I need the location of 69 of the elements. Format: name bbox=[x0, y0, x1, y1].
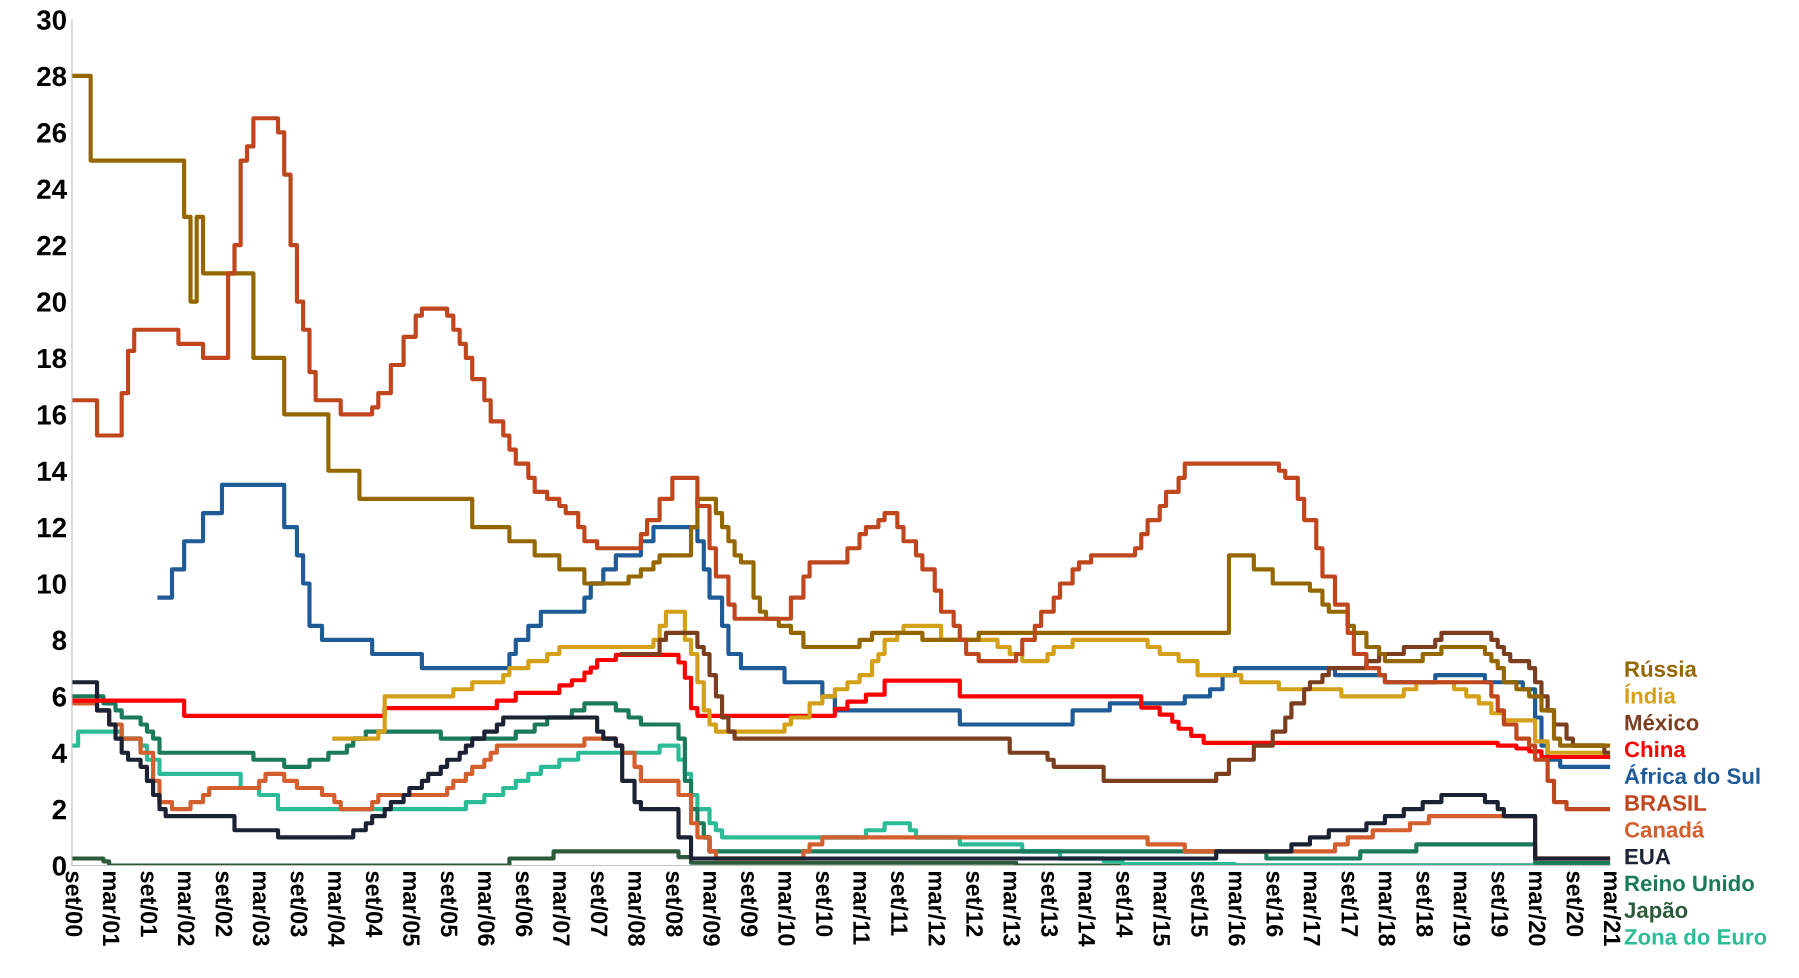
x-tick-label: mar/06 bbox=[477, 871, 496, 946]
x-tick-label: mar/12 bbox=[928, 871, 946, 946]
y-tick-label: 8 bbox=[52, 630, 67, 651]
x-tick-label: mar/07 bbox=[552, 871, 571, 946]
text: Índia bbox=[1625, 683, 1676, 704]
x-tick-label: set/00 bbox=[65, 871, 83, 937]
x-tick-label: set/10 bbox=[815, 871, 834, 937]
series-label: Japão bbox=[1624, 901, 1688, 923]
x-tick-label: set/03 bbox=[290, 871, 308, 937]
x-tick-label: set/09 bbox=[740, 871, 759, 937]
x-tick-label: mar/04 bbox=[327, 871, 346, 947]
x-tick-label: mar/18 bbox=[1378, 871, 1396, 946]
x-tick-label: mar/17 bbox=[1303, 871, 1321, 946]
x-tick-label: set/04 bbox=[365, 871, 384, 938]
y-tick-label: 22 bbox=[37, 235, 66, 256]
y-tick-label: 16 bbox=[37, 405, 67, 425]
series-label: África do Sul bbox=[1624, 764, 1760, 785]
x-tick-label: set/05 bbox=[440, 871, 459, 937]
series-label: EUA bbox=[1625, 848, 1671, 865]
y-tick-label: 26 bbox=[37, 123, 67, 143]
text: Rússia bbox=[1625, 660, 1698, 677]
y-tick-label: 24 bbox=[37, 179, 67, 199]
y-tick-label: 18 bbox=[37, 348, 67, 369]
x-tick-label: mar/10 bbox=[777, 871, 796, 946]
x-tick-label: set/02 bbox=[215, 871, 233, 937]
y-tick-label: 30 bbox=[36, 10, 66, 30]
x-tick-label: mar/02 bbox=[177, 871, 196, 946]
x-tick-label: mar/09 bbox=[702, 871, 721, 946]
text: Zona do Euro bbox=[1624, 928, 1767, 945]
series-label: China bbox=[1624, 740, 1686, 758]
y-tick-label: 2 bbox=[52, 799, 66, 820]
x-tick-label: mar/14 bbox=[1078, 871, 1096, 947]
x-tick-label: set/01 bbox=[140, 871, 158, 937]
x-tick-label: set/20 bbox=[1566, 871, 1584, 937]
x-tick-label: mar/13 bbox=[1003, 871, 1021, 946]
x-tick-label: mar/03 bbox=[252, 871, 271, 946]
series-label: Canadá bbox=[1624, 821, 1705, 838]
y-tick-label: 0 bbox=[52, 856, 66, 876]
series-label: BRASIL bbox=[1625, 795, 1707, 811]
y-tick-label: 4 bbox=[52, 743, 67, 763]
x-tick-label: set/11 bbox=[890, 871, 909, 936]
x-tick-label: mar/01 bbox=[102, 871, 121, 946]
x-tick-label: mar/21 bbox=[1603, 871, 1622, 946]
x-tick-label: mar/16 bbox=[1228, 871, 1246, 946]
y-tick-label: 6 bbox=[52, 687, 67, 707]
x-tick-label: set/19 bbox=[1491, 871, 1509, 937]
y-tick-label: 28 bbox=[37, 66, 67, 87]
series-label: México bbox=[1625, 713, 1699, 731]
x-tick-label: mar/08 bbox=[627, 871, 646, 946]
x-tick-label: set/13 bbox=[1040, 871, 1059, 937]
x-tick-label: mar/19 bbox=[1453, 871, 1471, 946]
x-tick-label: set/15 bbox=[1190, 871, 1209, 937]
x-tick-label: set/17 bbox=[1341, 871, 1359, 937]
x-tick-label: set/16 bbox=[1266, 871, 1284, 937]
x-tick-label: mar/15 bbox=[1153, 871, 1171, 946]
x-tick-label: mar/20 bbox=[1528, 871, 1547, 946]
x-tick-label: mar/05 bbox=[402, 871, 421, 946]
series-label: Reino Unido bbox=[1625, 874, 1754, 892]
x-tick-label: set/18 bbox=[1416, 871, 1434, 937]
x-tick-label: set/06 bbox=[515, 871, 534, 937]
y-tick-label: 10 bbox=[37, 574, 66, 594]
x-tick-label: set/08 bbox=[665, 871, 684, 937]
x-tick-label: set/12 bbox=[965, 871, 984, 937]
x-tick-label: mar/11 bbox=[852, 871, 871, 945]
x-tick-label: set/07 bbox=[590, 871, 609, 937]
x-tick-label: set/14 bbox=[1115, 871, 1134, 938]
y-tick-label: 20 bbox=[37, 292, 66, 312]
y-tick-label: 12 bbox=[37, 517, 66, 538]
y-tick-label: 14 bbox=[37, 461, 67, 481]
